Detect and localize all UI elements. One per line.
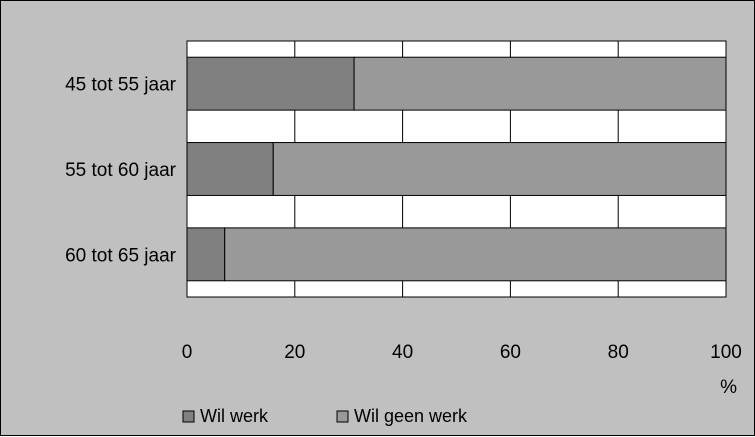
x-tick-labels: 0 20 40 60 80 100: [182, 342, 742, 363]
category-label: 55 tot 60 jaar: [65, 160, 177, 181]
category-label: 60 tot 65 jaar: [65, 245, 177, 266]
legend: Wil werk Wil geen werk: [182, 406, 468, 426]
bar-wil-geen-werk-0: [353, 56, 727, 111]
x-tick-label: 80: [608, 342, 629, 363]
bar-wil-werk-2: [186, 227, 226, 282]
bar-wil-geen-werk-1: [272, 142, 727, 196]
bar-wil-werk-0: [186, 56, 355, 111]
category-label: 45 tot 55 jaar: [65, 75, 177, 96]
x-tick-label: 100: [710, 342, 742, 363]
category-labels: 45 tot 55 jaar 55 tot 60 jaar 60 tot 65 ja…: [65, 75, 177, 267]
legend-swatch-0: [182, 410, 195, 423]
bars: [186, 56, 727, 282]
legend-label-1: Wil geen werk: [354, 406, 468, 426]
legend-label-0: Wil werk: [200, 406, 269, 426]
legend-swatch-1: [336, 410, 349, 423]
bar-wil-geen-werk-2: [224, 227, 727, 282]
bar-wil-werk-1: [186, 142, 274, 196]
x-tick-label: 20: [284, 342, 305, 363]
x-tick-label: 40: [392, 342, 413, 363]
x-tick-label: 0: [182, 342, 193, 363]
x-axis-label: %: [720, 377, 737, 398]
x-tick-label: 60: [500, 342, 521, 363]
